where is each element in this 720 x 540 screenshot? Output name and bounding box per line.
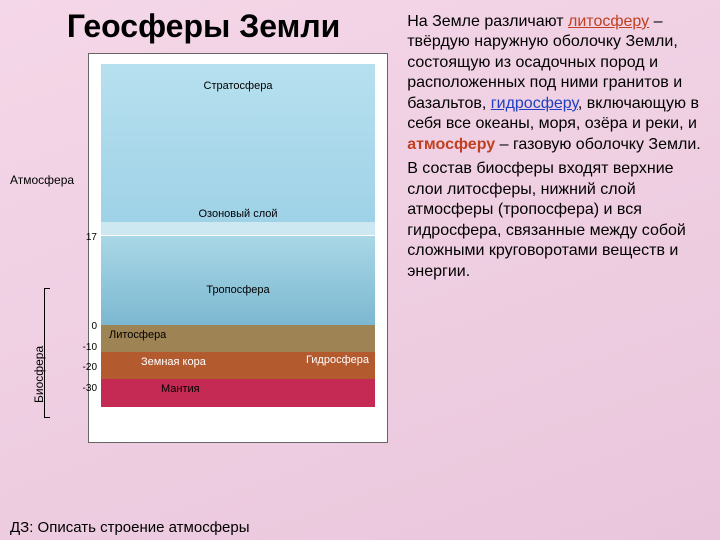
diagram-frame: Стратосфера Озоновый слой Тропосфера Лит…	[88, 53, 388, 443]
left-column: Геосферы Земли Атмосфера Биосфера Страто…	[0, 0, 403, 540]
layer-crust: Земная кора Гидросфера	[101, 352, 375, 379]
paragraph-2: В состав биосферы входят верхние слои ли…	[407, 159, 702, 282]
right-column: На Земле различают литосферу – твёрдую н…	[403, 0, 720, 540]
keyword-lithosphere: литосферу	[568, 13, 649, 30]
slide-content: Геосферы Земли Атмосфера Биосфера Страто…	[0, 0, 720, 540]
label-atmosphere: Атмосфера	[10, 173, 74, 187]
p1-lead: На Земле различают	[407, 13, 568, 30]
label-crust: Земная кора	[141, 356, 206, 368]
label-mantle: Мантия	[161, 383, 200, 395]
layer-stratosphere: Стратосфера	[101, 64, 375, 222]
layer-mantle: Мантия	[101, 379, 375, 407]
slide-title: Геосферы Земли	[10, 8, 397, 45]
homework-text: ДЗ: Описать строение атмосферы	[10, 519, 397, 536]
label-stratosphere: Стратосфера	[204, 80, 273, 92]
diagram-cube: Стратосфера Озоновый слой Тропосфера Лит…	[101, 64, 375, 407]
tick-17: 17	[86, 232, 97, 243]
tick-0: 0	[91, 321, 97, 332]
layer-ozone	[101, 222, 375, 236]
layer-troposphere: Тропосфера	[101, 236, 375, 325]
label-ozone: Озоновый слой	[198, 208, 277, 220]
tick--10: -10	[83, 342, 97, 353]
geospheres-diagram: Атмосфера Биосфера Стратосфера Озоновый …	[10, 53, 397, 513]
label-lithosphere: Литосфера	[109, 329, 166, 341]
keyword-atmosphere: атмосферу	[407, 136, 495, 153]
biosphere-bracket	[44, 288, 50, 418]
ground-block: Литосфера Земная кора Гидросфера Мантия	[101, 325, 375, 407]
paragraph-1: На Земле различают литосферу – твёрдую н…	[407, 12, 702, 155]
layer-lithosphere: Литосфера	[101, 325, 375, 352]
label-troposphere: Тропосфера	[206, 284, 269, 296]
tick--20: -20	[83, 362, 97, 373]
tick--30: -30	[83, 383, 97, 394]
keyword-hydrosphere: гидросферу	[491, 95, 578, 112]
label-hydrosphere: Гидросфера	[306, 354, 369, 366]
p1-c: – газовую оболочку Земли.	[495, 136, 701, 153]
